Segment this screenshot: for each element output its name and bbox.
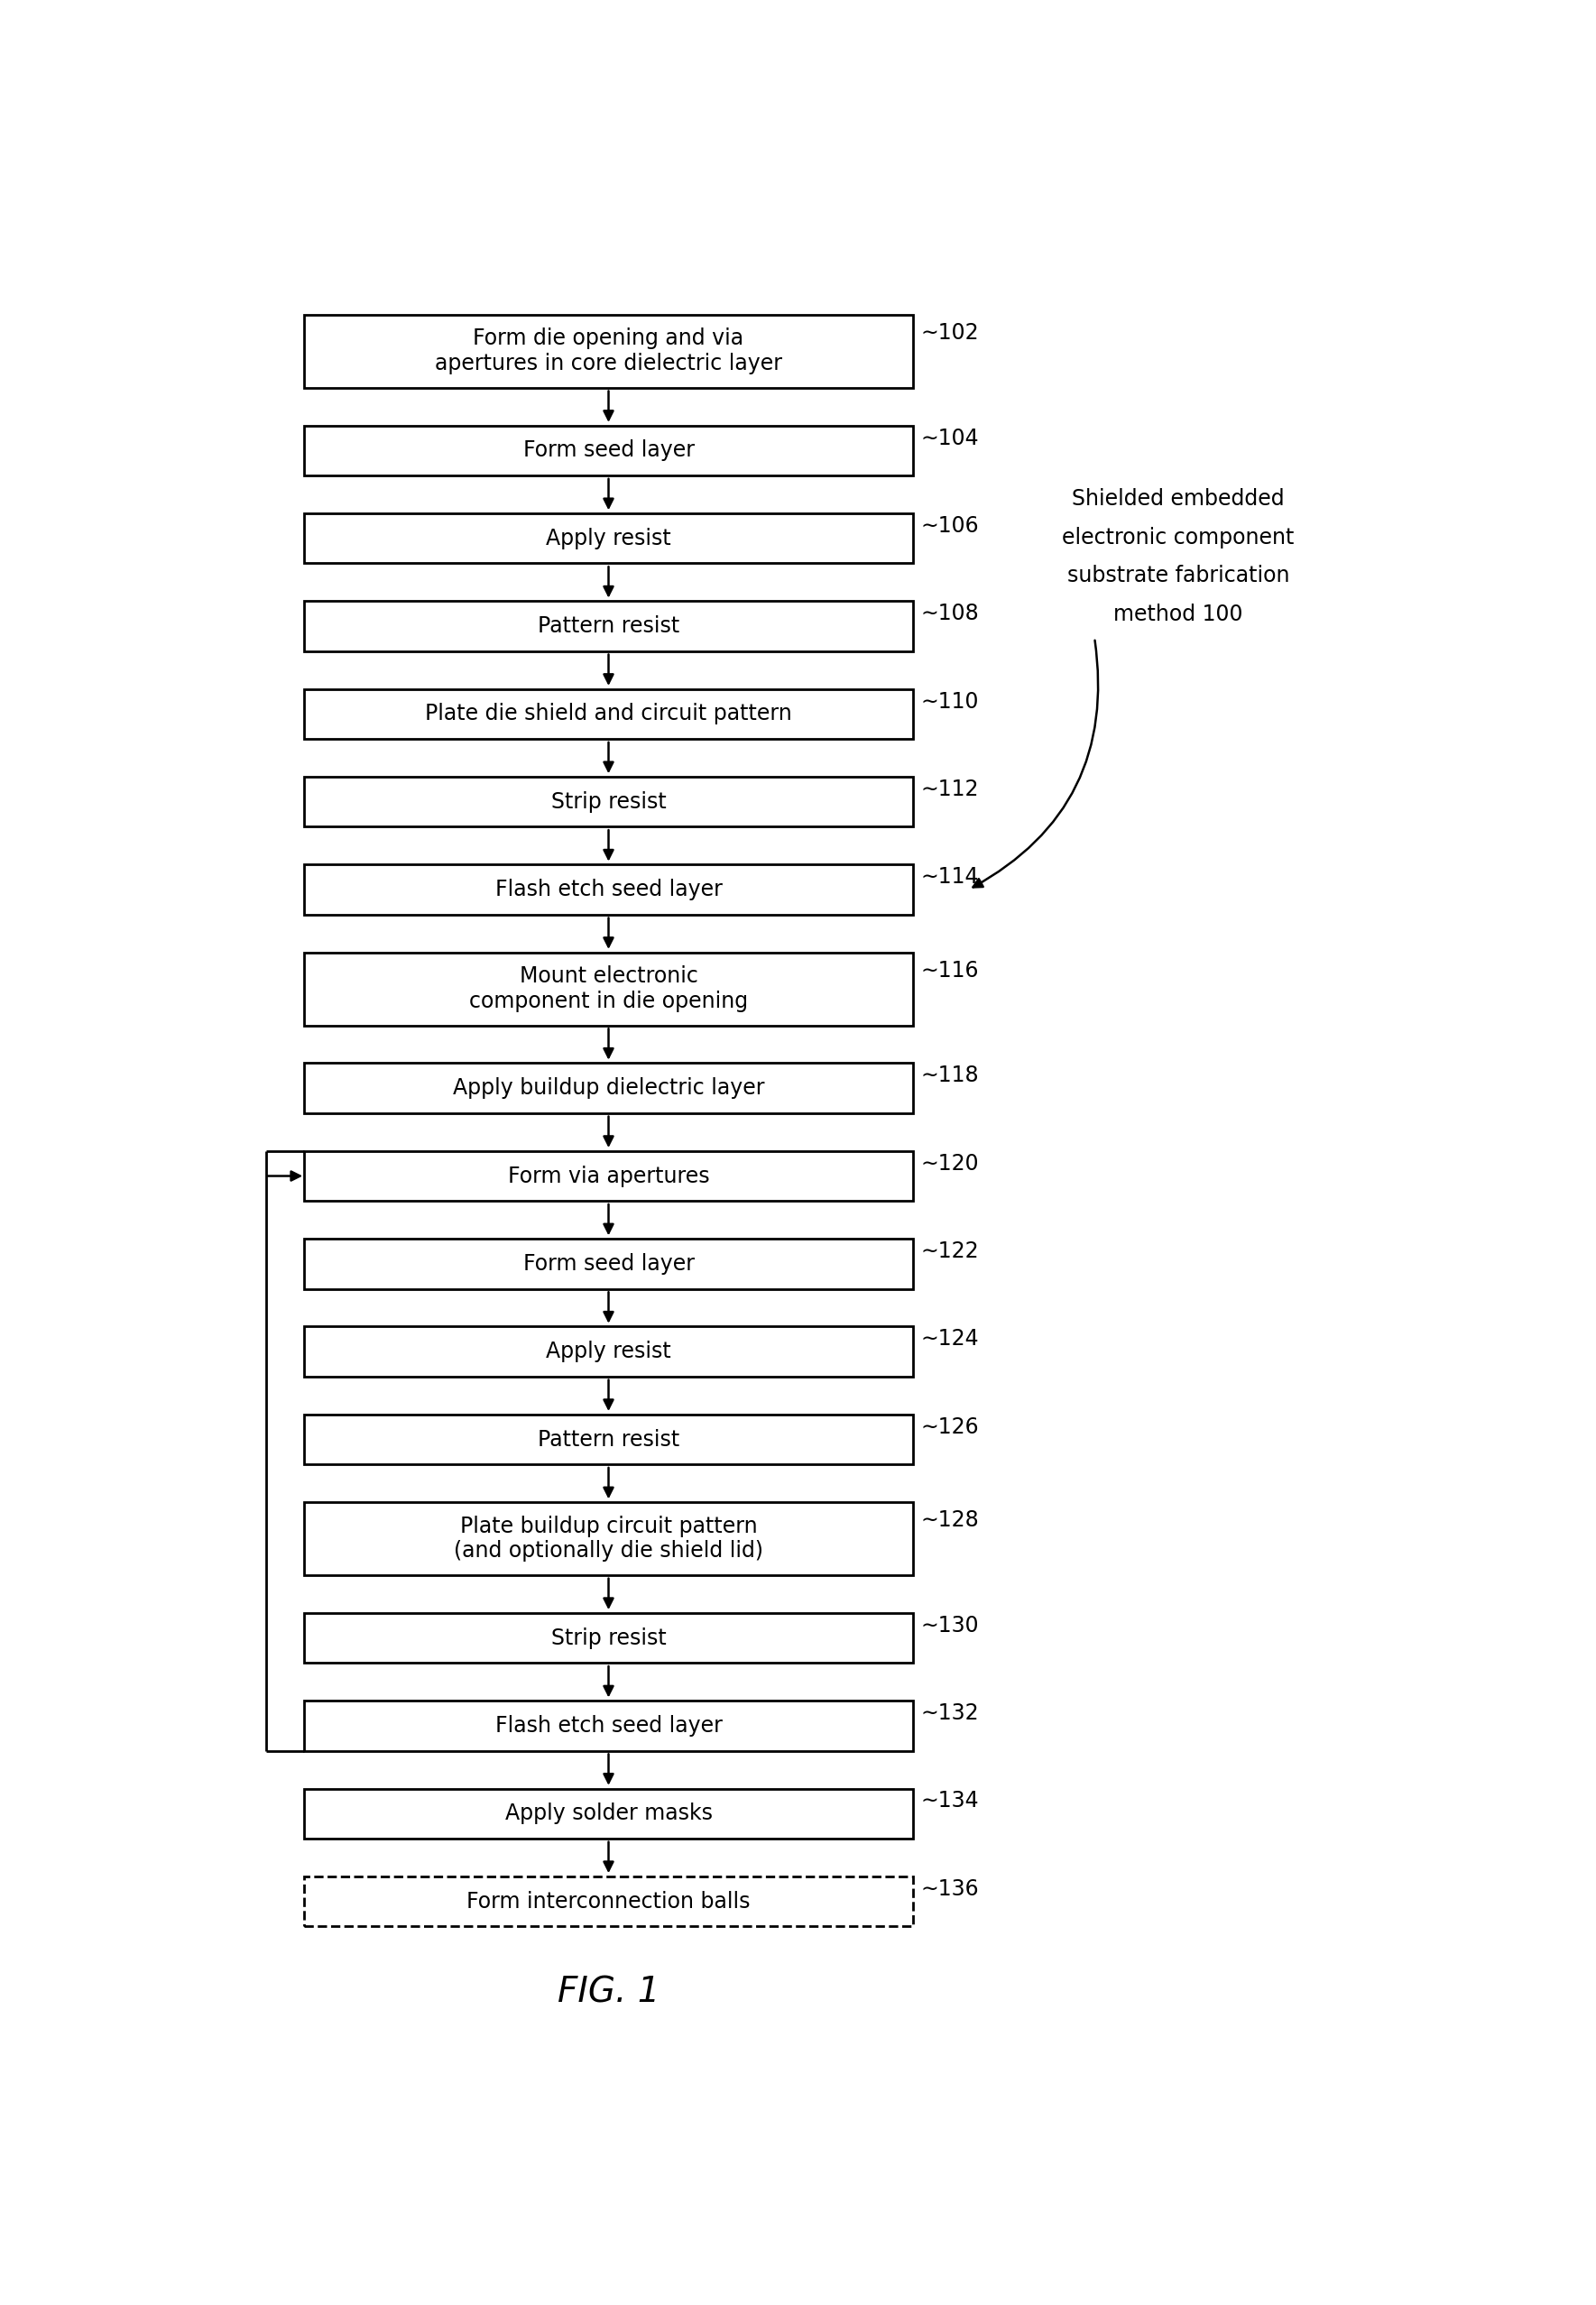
Text: Pattern resist: Pattern resist — [538, 615, 680, 636]
Text: ∼130: ∼130 — [921, 1614, 980, 1637]
Bar — [305, 1614, 913, 1662]
Bar — [305, 777, 913, 827]
Text: Apply resist: Apply resist — [546, 528, 672, 549]
Text: Flash etch seed layer: Flash etch seed layer — [495, 1715, 721, 1736]
Text: method 100: method 100 — [1114, 604, 1243, 625]
Text: Form die opening and via
apertures in core dielectric layer: Form die opening and via apertures in co… — [434, 327, 782, 376]
Bar — [305, 1876, 913, 1927]
Bar — [305, 1150, 913, 1201]
Text: Mount electronic
component in die opening: Mount electronic component in die openin… — [469, 966, 749, 1012]
Text: ∼120: ∼120 — [921, 1152, 980, 1173]
Bar — [305, 952, 913, 1026]
Bar — [305, 1328, 913, 1376]
Text: ∼118: ∼118 — [921, 1065, 980, 1086]
Text: ∼132: ∼132 — [921, 1703, 980, 1724]
Text: substrate fabrication: substrate fabrication — [1068, 565, 1290, 585]
Text: ∼112: ∼112 — [921, 779, 980, 800]
Bar — [305, 1789, 913, 1839]
Bar — [305, 1415, 913, 1464]
Bar — [305, 864, 913, 915]
Text: ∼114: ∼114 — [921, 867, 980, 887]
Text: Form seed layer: Form seed layer — [523, 440, 694, 461]
Text: ∼116: ∼116 — [921, 959, 980, 982]
Text: ∼134: ∼134 — [921, 1791, 980, 1812]
Text: ∼126: ∼126 — [921, 1415, 980, 1438]
Text: ∼136: ∼136 — [921, 1879, 980, 1899]
Text: Form seed layer: Form seed layer — [523, 1254, 694, 1275]
Bar — [305, 426, 913, 475]
Bar — [305, 1701, 913, 1752]
Text: Apply buildup dielectric layer: Apply buildup dielectric layer — [453, 1076, 764, 1099]
Text: Strip resist: Strip resist — [551, 1627, 666, 1648]
Text: FIG. 1: FIG. 1 — [557, 1975, 659, 2010]
Text: Form interconnection balls: Form interconnection balls — [466, 1890, 750, 1913]
Text: ∼128: ∼128 — [921, 1510, 980, 1531]
Text: ∼106: ∼106 — [921, 514, 980, 537]
Bar — [305, 689, 913, 740]
Text: Pattern resist: Pattern resist — [538, 1429, 680, 1450]
Text: Plate die shield and circuit pattern: Plate die shield and circuit pattern — [425, 703, 792, 724]
Text: ∼124: ∼124 — [921, 1328, 980, 1351]
Text: Form via apertures: Form via apertures — [508, 1164, 709, 1187]
Text: Apply solder masks: Apply solder masks — [504, 1803, 712, 1826]
Bar — [305, 1063, 913, 1113]
Text: Apply resist: Apply resist — [546, 1342, 672, 1362]
Text: electronic component: electronic component — [1063, 526, 1294, 549]
Bar — [305, 602, 913, 652]
Text: Strip resist: Strip resist — [551, 791, 666, 814]
Bar — [305, 1238, 913, 1288]
Text: Flash etch seed layer: Flash etch seed layer — [495, 878, 721, 901]
Text: ∼102: ∼102 — [921, 323, 980, 343]
Bar — [305, 514, 913, 562]
Bar — [305, 316, 913, 387]
Text: Shielded embedded: Shielded embedded — [1073, 489, 1285, 509]
Text: Plate buildup circuit pattern
(and optionally die shield lid): Plate buildup circuit pattern (and optio… — [453, 1514, 763, 1563]
Text: ∼104: ∼104 — [921, 426, 980, 449]
Text: ∼108: ∼108 — [921, 604, 980, 625]
Bar — [305, 1503, 913, 1574]
Text: ∼122: ∼122 — [921, 1240, 980, 1263]
Text: ∼110: ∼110 — [921, 692, 980, 712]
